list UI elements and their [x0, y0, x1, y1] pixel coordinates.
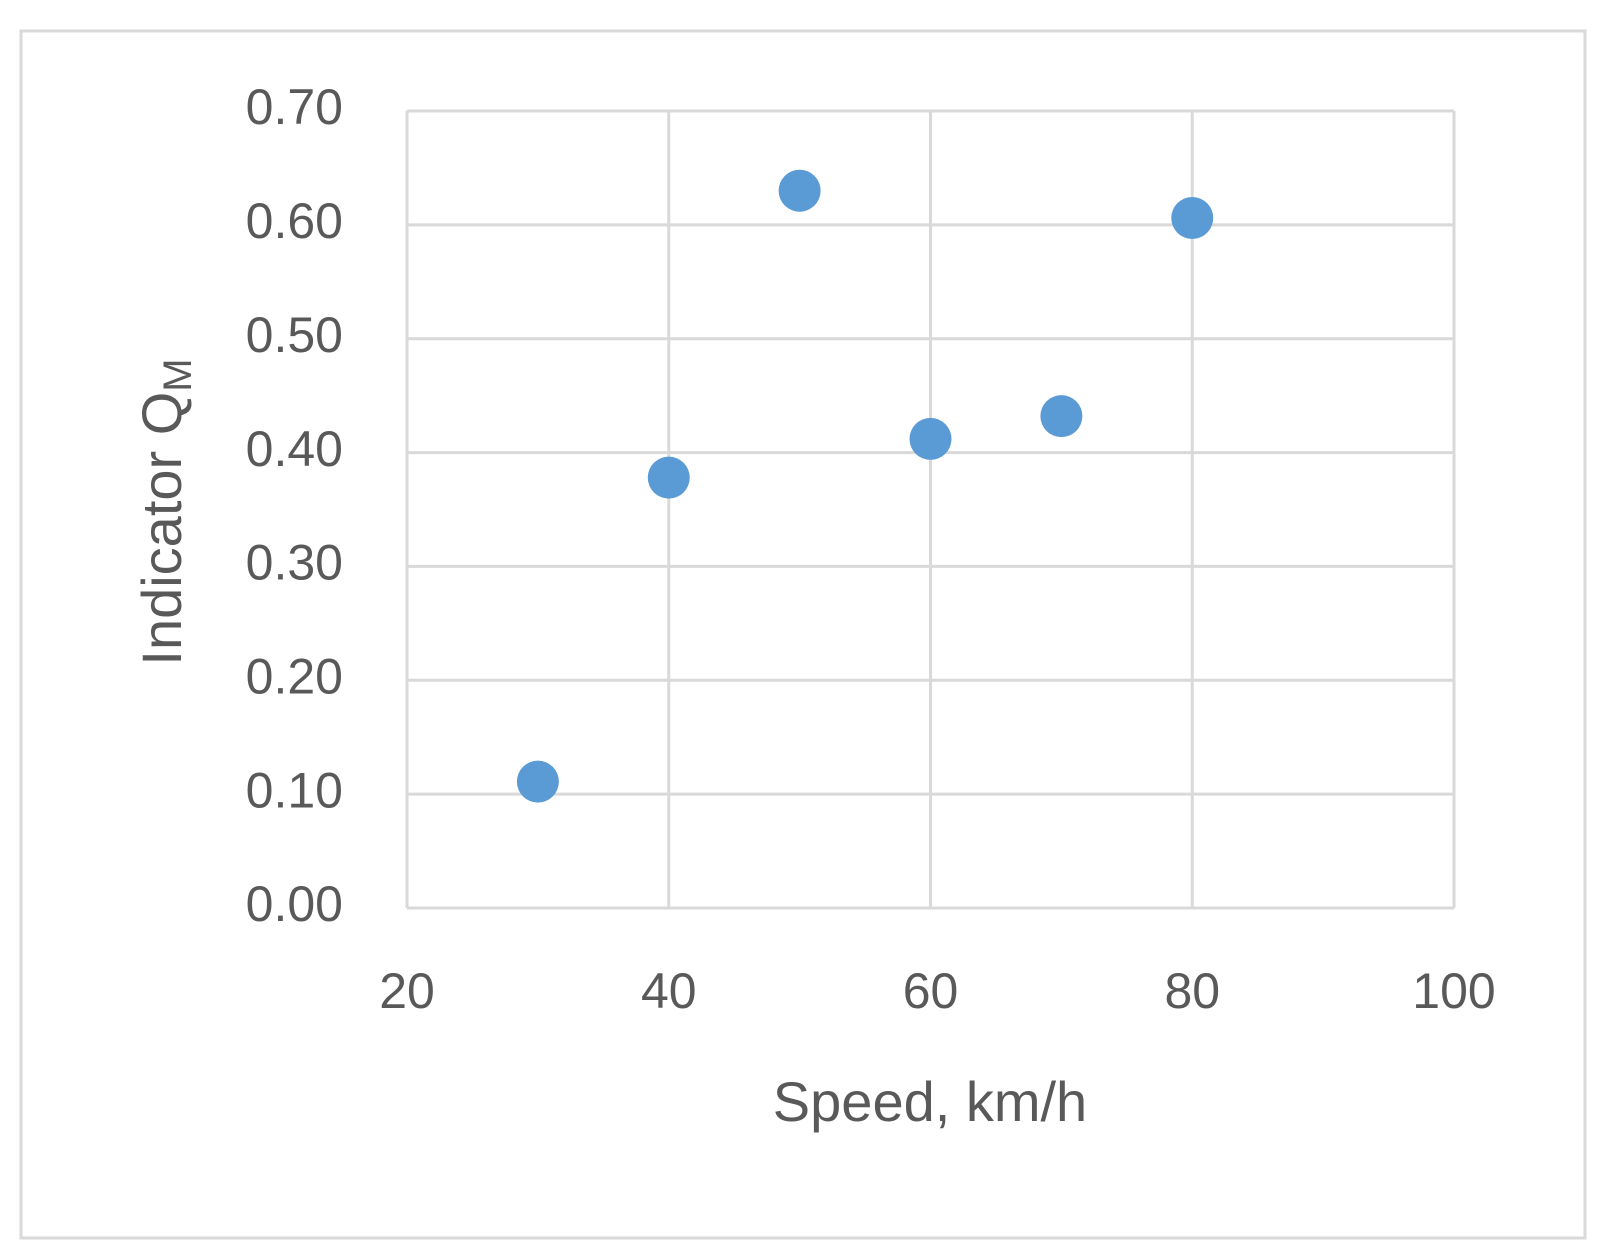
y-tick-label: 0.40 [246, 421, 343, 477]
x-tick-label: 60 [903, 963, 959, 1019]
x-tick-label: 40 [641, 963, 697, 1019]
y-tick-label: 0.10 [246, 762, 343, 818]
data-point [778, 169, 821, 212]
chart-frame [19, 29, 1587, 1240]
y-tick-label: 0.50 [246, 307, 343, 363]
x-tick-label: 80 [1164, 963, 1220, 1019]
data-point [1040, 395, 1083, 438]
y-tick-label: 0.20 [246, 648, 343, 704]
x-axis-label: Speed, km/h [773, 1070, 1087, 1133]
x-tick-label: 100 [1412, 963, 1495, 1019]
y-axis-label: Indicator QM [130, 358, 200, 665]
y-tick-label: 0.70 [246, 79, 343, 135]
data-point [1171, 197, 1214, 240]
data-point [647, 456, 690, 499]
y-axis-label-subscript: M [156, 358, 200, 391]
data-point [516, 760, 559, 803]
y-axis-label-text: Indicator Q [130, 392, 193, 666]
data-point [909, 417, 952, 460]
x-tick-label: 20 [379, 963, 435, 1019]
y-tick-label: 0.60 [246, 193, 343, 249]
y-tick-label: 0.00 [246, 876, 343, 932]
y-tick-label: 0.30 [246, 535, 343, 591]
